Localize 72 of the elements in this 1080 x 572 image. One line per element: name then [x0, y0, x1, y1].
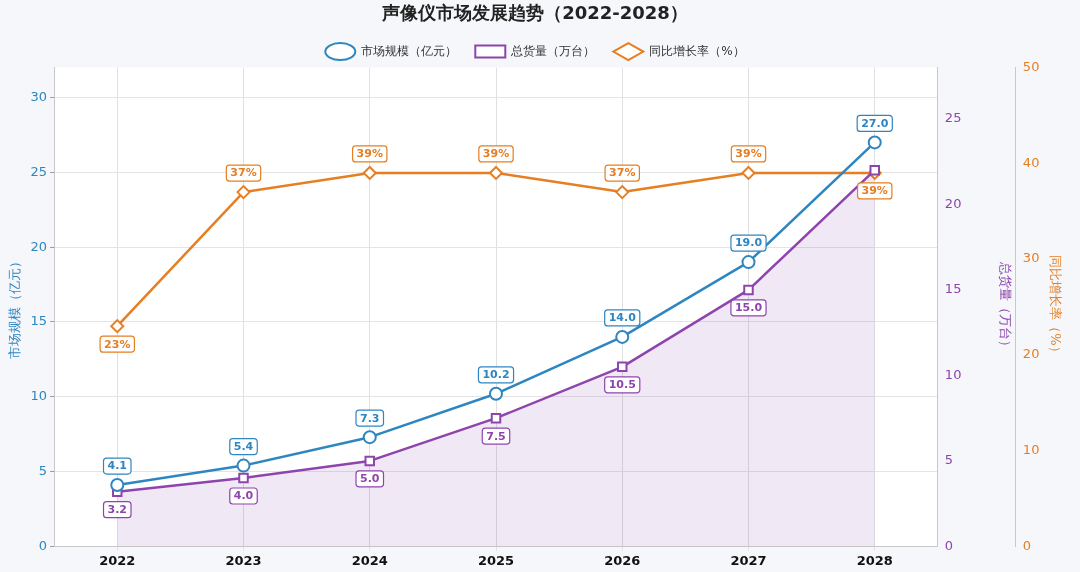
data-label: 10.2: [482, 368, 510, 382]
x-tick-label: 2024: [351, 552, 388, 568]
data-label: 39%: [356, 147, 383, 161]
point: [110, 319, 125, 334]
y3-tick-label: 30: [1022, 250, 1040, 266]
y2-tick-label: 15: [944, 281, 962, 297]
x-tick-label: 2028: [856, 552, 893, 568]
data-label: 39%: [735, 147, 762, 161]
chart-title: 声像仪市场发展趋势（2022-2028）: [381, 2, 688, 24]
point: [110, 478, 125, 493]
point: [869, 164, 880, 176]
point: [490, 412, 502, 424]
legend-label: 同比增长率（%）: [649, 43, 745, 58]
data-label: 27.0: [861, 116, 889, 130]
data-label: 14.0: [608, 311, 637, 325]
data-label: 15.0: [734, 301, 763, 315]
y3-tick-label: 0: [1022, 537, 1032, 553]
y2-tick-label: 25: [944, 110, 962, 126]
point: [741, 255, 756, 270]
point: [362, 165, 377, 180]
y3-tick-label: 50: [1022, 58, 1040, 74]
point: [743, 284, 754, 296]
data-label: 3.2: [107, 503, 128, 517]
point: [615, 329, 630, 344]
data-label: 4.0: [233, 489, 254, 503]
data-label: 37%: [230, 166, 257, 180]
point: [615, 185, 630, 200]
data-label: 39%: [482, 147, 510, 161]
y2-tick-label: 0: [944, 537, 954, 553]
y-tick-label: 15: [30, 313, 48, 329]
point: [617, 361, 628, 373]
y-tick-label: 10: [30, 388, 48, 404]
data-label: 7.5: [486, 429, 506, 443]
data-label: 39%: [861, 184, 888, 198]
y-tick-label: 5: [38, 462, 48, 478]
y2-tick-label: 5: [944, 452, 954, 468]
data-label: 23%: [104, 337, 131, 351]
x-tick-label: 2025: [477, 552, 515, 568]
data-label: 7.3: [360, 411, 380, 425]
point: [236, 458, 251, 473]
legend-label: 市场规模（亿元）: [361, 43, 458, 58]
point: [489, 165, 503, 180]
y-tick-label: 30: [30, 88, 48, 104]
data-label: 5.0: [360, 472, 380, 486]
point: [236, 185, 251, 200]
point: [741, 165, 756, 180]
data-label: 10.5: [608, 378, 636, 392]
y3-tick-label: 20: [1022, 346, 1040, 362]
y-tick-label: 0: [38, 537, 48, 553]
x-tick-label: 2022: [99, 552, 136, 568]
data-label: 19.0: [734, 236, 763, 250]
point: [238, 472, 249, 484]
x-tick-label: 2027: [730, 552, 767, 568]
point: [364, 455, 375, 467]
x-tick-label: 2023: [225, 552, 262, 568]
y2-tick-label: 20: [944, 195, 962, 211]
y3-tick-label: 40: [1022, 154, 1040, 170]
data-label: 37%: [609, 166, 636, 180]
y-tick-label: 25: [30, 163, 48, 179]
point: [362, 430, 377, 445]
point: [867, 135, 882, 150]
y2-tick-label: 10: [944, 366, 962, 382]
y3-axis-title: 同比增长率（%）: [1047, 255, 1063, 359]
legend-label: 总货量（万台）: [510, 43, 596, 58]
y3-tick-label: 10: [1022, 442, 1040, 458]
data-label: 4.1: [107, 459, 128, 473]
x-tick-label: 2026: [604, 552, 641, 568]
y-axis-title: 市场规模（亿元）: [7, 255, 23, 359]
data-label: 5.4: [233, 439, 254, 453]
point: [489, 386, 503, 401]
y2-axis-title: 总货量（万台）: [997, 260, 1013, 353]
y-tick-label: 20: [30, 238, 48, 254]
